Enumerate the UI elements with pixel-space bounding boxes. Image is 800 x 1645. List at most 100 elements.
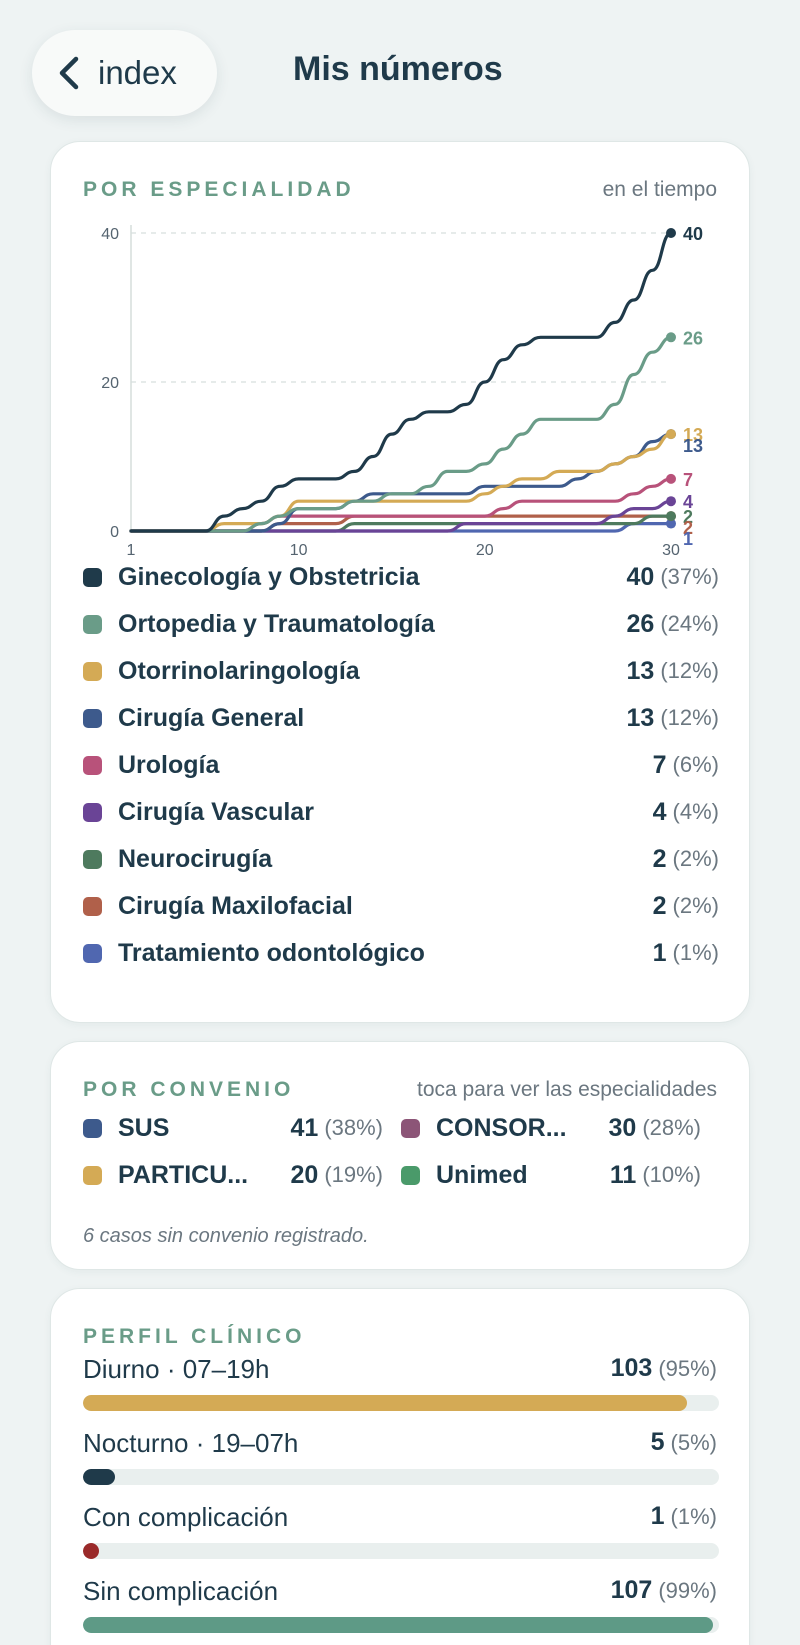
specialty-percent: (6%) (672, 752, 719, 777)
series-line (129, 231, 673, 533)
convenio-note: 6 casos sin convenio registrado. (83, 1225, 369, 1247)
specialty-legend-item[interactable]: Neurocirugía 2 (2%) (83, 839, 719, 879)
specialty-label: Urología (118, 750, 220, 779)
specialty-percent: (12%) (660, 658, 719, 683)
profile-label: Diurno · 07–19h (83, 1354, 270, 1384)
specialty-label: Ortopedia y Traumatología (118, 609, 435, 638)
x-tick-label: 10 (290, 542, 308, 559)
profile-value: 5 (5%) (651, 1428, 717, 1457)
profile-label: Con complicación (83, 1502, 289, 1532)
convenio-label: Unimed (436, 1160, 528, 1189)
convenio-count: 11 (609, 1160, 637, 1189)
series-end-point (666, 473, 676, 484)
color-swatch (83, 567, 102, 587)
specialty-label: Cirugía Maxilofacial (118, 891, 353, 920)
x-tick-label: 30 (662, 542, 680, 559)
specialty-percent: (37%) (660, 564, 719, 589)
y-tick-label: 0 (110, 524, 119, 541)
specialty-percent: (2%) (672, 893, 719, 918)
specialty-percent: (2%) (672, 846, 719, 871)
series-end-label: 26 (683, 328, 703, 348)
clinical-profile-title: PERFIL CLÍNICO (83, 1325, 306, 1348)
specialty-legend-item[interactable]: Cirugía Vascular 4 (4%) (83, 792, 719, 832)
specialty-legend-item[interactable]: Otorrinolaringología 13 (12%) (83, 651, 719, 691)
chevron-left-icon (59, 56, 79, 90)
convenio-item[interactable]: PARTICU... 20 (19%) (83, 1155, 383, 1195)
profile-value: 103 (95%) (611, 1354, 717, 1383)
x-tick-label: 20 (476, 542, 494, 559)
convenio-label: SUS (118, 1113, 170, 1142)
convenio-subtitle: toca para ver las especialidades (416, 1078, 717, 1101)
profile-count: 5 (650, 1428, 665, 1456)
convenio-percent: (19%) (324, 1162, 383, 1187)
profile-progress-bar (83, 1469, 719, 1485)
specialty-count: 2 (652, 891, 667, 920)
specialty-subtitle: en el tiempo (602, 178, 717, 201)
color-swatch (83, 661, 102, 681)
series-end-point (666, 496, 676, 507)
profile-count: 103 (610, 1354, 653, 1382)
specialty-title: POR ESPECIALIDAD (83, 178, 355, 201)
profile-percent: (5%) (670, 1430, 717, 1455)
specialty-legend-item[interactable]: Cirugía Maxilofacial 2 (2%) (83, 886, 719, 926)
color-swatch (83, 755, 102, 775)
specialty-percent: (12%) (660, 705, 719, 730)
profile-value: 1 (1%) (651, 1502, 717, 1531)
convenio-item[interactable]: SUS 41 (38%) (83, 1108, 383, 1148)
convenio-title: POR CONVENIO (83, 1078, 295, 1101)
convenio-label: PARTICU... (118, 1160, 249, 1189)
convenio-count: 41 (290, 1113, 319, 1142)
profile-progress-fill (83, 1469, 115, 1485)
specialty-count: 26 (626, 609, 655, 638)
y-tick-label: 20 (101, 375, 119, 392)
profile-percent: (1%) (670, 1504, 717, 1529)
series-end-label: 1 (683, 529, 693, 549)
specialty-label: Cirugía General (118, 703, 305, 732)
convenio-item[interactable]: CONSOR... 30 (28%) (401, 1108, 701, 1148)
convenio-count: 20 (290, 1160, 319, 1189)
specialty-legend-item[interactable]: Urología 7 (6%) (83, 745, 719, 785)
color-swatch (83, 943, 102, 963)
header: index Mis números (0, 0, 800, 140)
color-swatch (83, 614, 102, 634)
series-end-point (666, 228, 676, 238)
specialty-percent: (4%) (672, 799, 719, 824)
series-end-label: 4 (683, 492, 693, 512)
specialty-label: Tratamiento odontológico (118, 938, 425, 967)
convenio-percent: (38%) (324, 1115, 383, 1140)
profile-percent: (99%) (658, 1578, 717, 1603)
series-end-label: 2 (683, 518, 693, 538)
series-line (129, 432, 673, 533)
specialty-card: POR ESPECIALIDAD en el tiempo 0 20 40 1 10 20… (50, 141, 750, 1023)
profile-count: 1 (650, 1502, 665, 1530)
profile-progress-fill (83, 1395, 688, 1411)
specialty-count: 2 (652, 844, 667, 873)
convenio-item[interactable]: Unimed 11 (10%) (401, 1155, 701, 1195)
profile-progress-bar (83, 1617, 719, 1633)
convenio-count: 30 (608, 1113, 637, 1142)
color-swatch (83, 1118, 102, 1138)
profile-progress-bar (83, 1543, 719, 1559)
back-label: index (98, 54, 177, 91)
profile-value: 107 (99%) (611, 1576, 717, 1605)
series-end-point (666, 518, 676, 529)
color-swatch (401, 1118, 420, 1138)
color-swatch (83, 708, 102, 728)
specialty-legend-item[interactable]: Ginecología y Obstetricia 40 (37%) (83, 557, 719, 597)
specialty-percent: (1%) (672, 940, 719, 965)
specialty-count: 4 (652, 797, 667, 826)
specialty-count: 13 (626, 656, 655, 685)
specialty-legend-item[interactable]: Ortopedia y Traumatología 26 (24%) (83, 604, 719, 644)
specialty-legend-item[interactable]: Cirugía General 13 (12%) (83, 698, 719, 738)
specialty-percent: (24%) (660, 611, 719, 636)
specialty-count: 40 (626, 562, 655, 591)
specialty-label: Cirugía Vascular (118, 797, 314, 826)
profile-percent: (95%) (658, 1356, 717, 1381)
series-end-label: 13 (683, 425, 703, 445)
specialty-legend-item[interactable]: Tratamiento odontológico 1 (1%) (83, 933, 719, 973)
color-swatch (83, 1165, 102, 1185)
back-button[interactable]: index (32, 30, 217, 116)
color-swatch (401, 1165, 420, 1185)
specialty-count: 1 (652, 938, 667, 967)
